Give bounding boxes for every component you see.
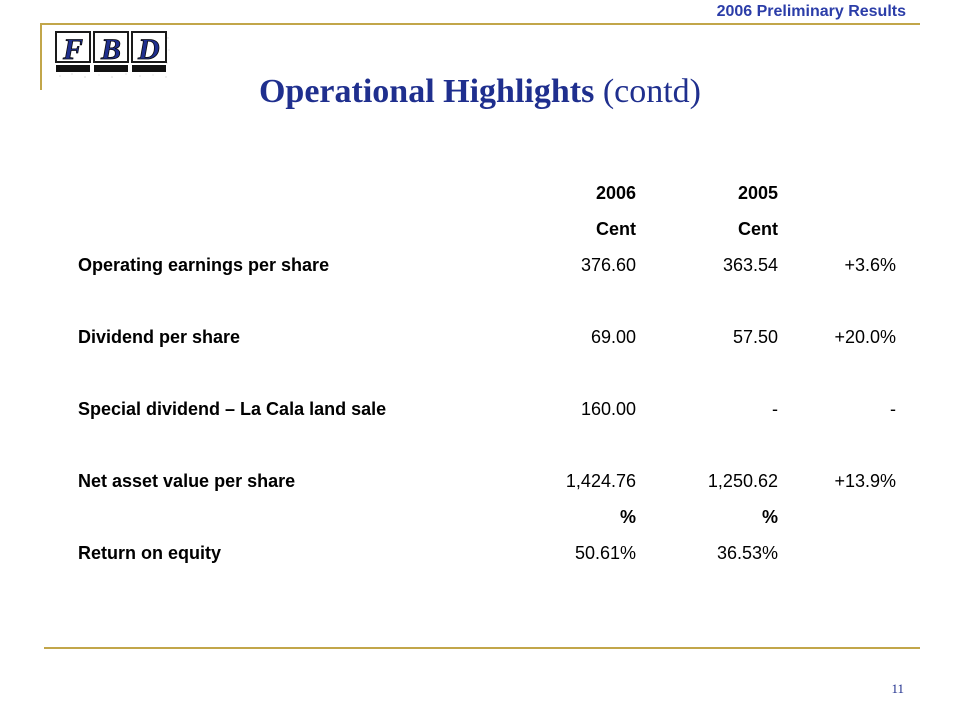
year-2005-header: 2005: [737, 182, 778, 203]
vertical-rule: [40, 23, 42, 90]
header-label-cell: [78, 175, 476, 211]
row-label: Operating earnings per share: [78, 254, 330, 275]
row-label: Net asset value per share: [78, 470, 296, 491]
unit-header-row: Cent Cent: [78, 211, 896, 247]
percent-header-row: % %: [78, 499, 896, 535]
spacer-row: [78, 355, 896, 391]
table-row: Dividend per share 69.00 57.50 +20.0%: [78, 319, 896, 355]
table-row: Special dividend – La Cala land sale 160…: [78, 391, 896, 427]
fbd-logo: F B D: [55, 31, 170, 78]
table-row: Return on equity 50.61% 36.53%: [78, 535, 896, 571]
value-2006: 376.60: [580, 254, 636, 275]
unit-change-header: [778, 211, 896, 247]
change-header: [778, 175, 896, 211]
highlights-table: 2006 2005 Cent Cent Operating earnings p…: [78, 175, 896, 571]
title-main: Operational Highlights: [258, 73, 595, 110]
value-2005: 1,250.62: [707, 470, 778, 491]
percent-2006-header: %: [619, 506, 636, 527]
row-label: Dividend per share: [78, 326, 241, 347]
unit-2005-header: Cent: [738, 218, 778, 239]
table-row: Operating earnings per share 376.60 363.…: [78, 247, 896, 283]
spacer-row: [78, 283, 896, 319]
header-tag: 2006 Preliminary Results: [716, 3, 906, 20]
value-change: -: [890, 398, 896, 419]
logo-letter-d: D: [137, 33, 160, 66]
percent-2005-header: %: [761, 506, 778, 527]
page-number: 11: [891, 681, 904, 696]
year-header-row: 2006 2005: [78, 175, 896, 211]
value-2006: 160.00: [580, 398, 636, 419]
value-change: +3.6%: [844, 254, 896, 275]
row-label: Special dividend – La Cala land sale: [78, 398, 387, 419]
value-2005: 363.54: [722, 254, 778, 275]
value-2005: 36.53%: [716, 542, 778, 563]
logo-letter-f: F: [62, 33, 83, 66]
value-2006: 1,424.76: [565, 470, 636, 491]
title-suffix: (contd): [602, 73, 701, 110]
value-change: [778, 535, 896, 571]
page-title: Operational Highlights (contd): [0, 73, 960, 111]
spacer-row: [78, 427, 896, 463]
value-change: +13.9%: [834, 470, 896, 491]
value-2006: 50.61%: [574, 542, 636, 563]
value-2005: 57.50: [732, 326, 778, 347]
row-label: Return on equity: [78, 542, 221, 563]
value-2005: -: [772, 398, 778, 419]
percent-change-header: [778, 499, 896, 535]
unit-2006-header: Cent: [596, 218, 636, 239]
logo-letter-b: B: [100, 33, 121, 66]
value-2006: 69.00: [590, 326, 636, 347]
unit-label-cell: [78, 211, 476, 247]
value-change: +20.0%: [834, 326, 896, 347]
bottom-rule: [44, 647, 920, 649]
percent-label-cell: [78, 499, 476, 535]
year-2006-header: 2006: [595, 182, 636, 203]
table-row: Net asset value per share 1,424.76 1,250…: [78, 463, 896, 499]
top-rule: [40, 23, 920, 25]
